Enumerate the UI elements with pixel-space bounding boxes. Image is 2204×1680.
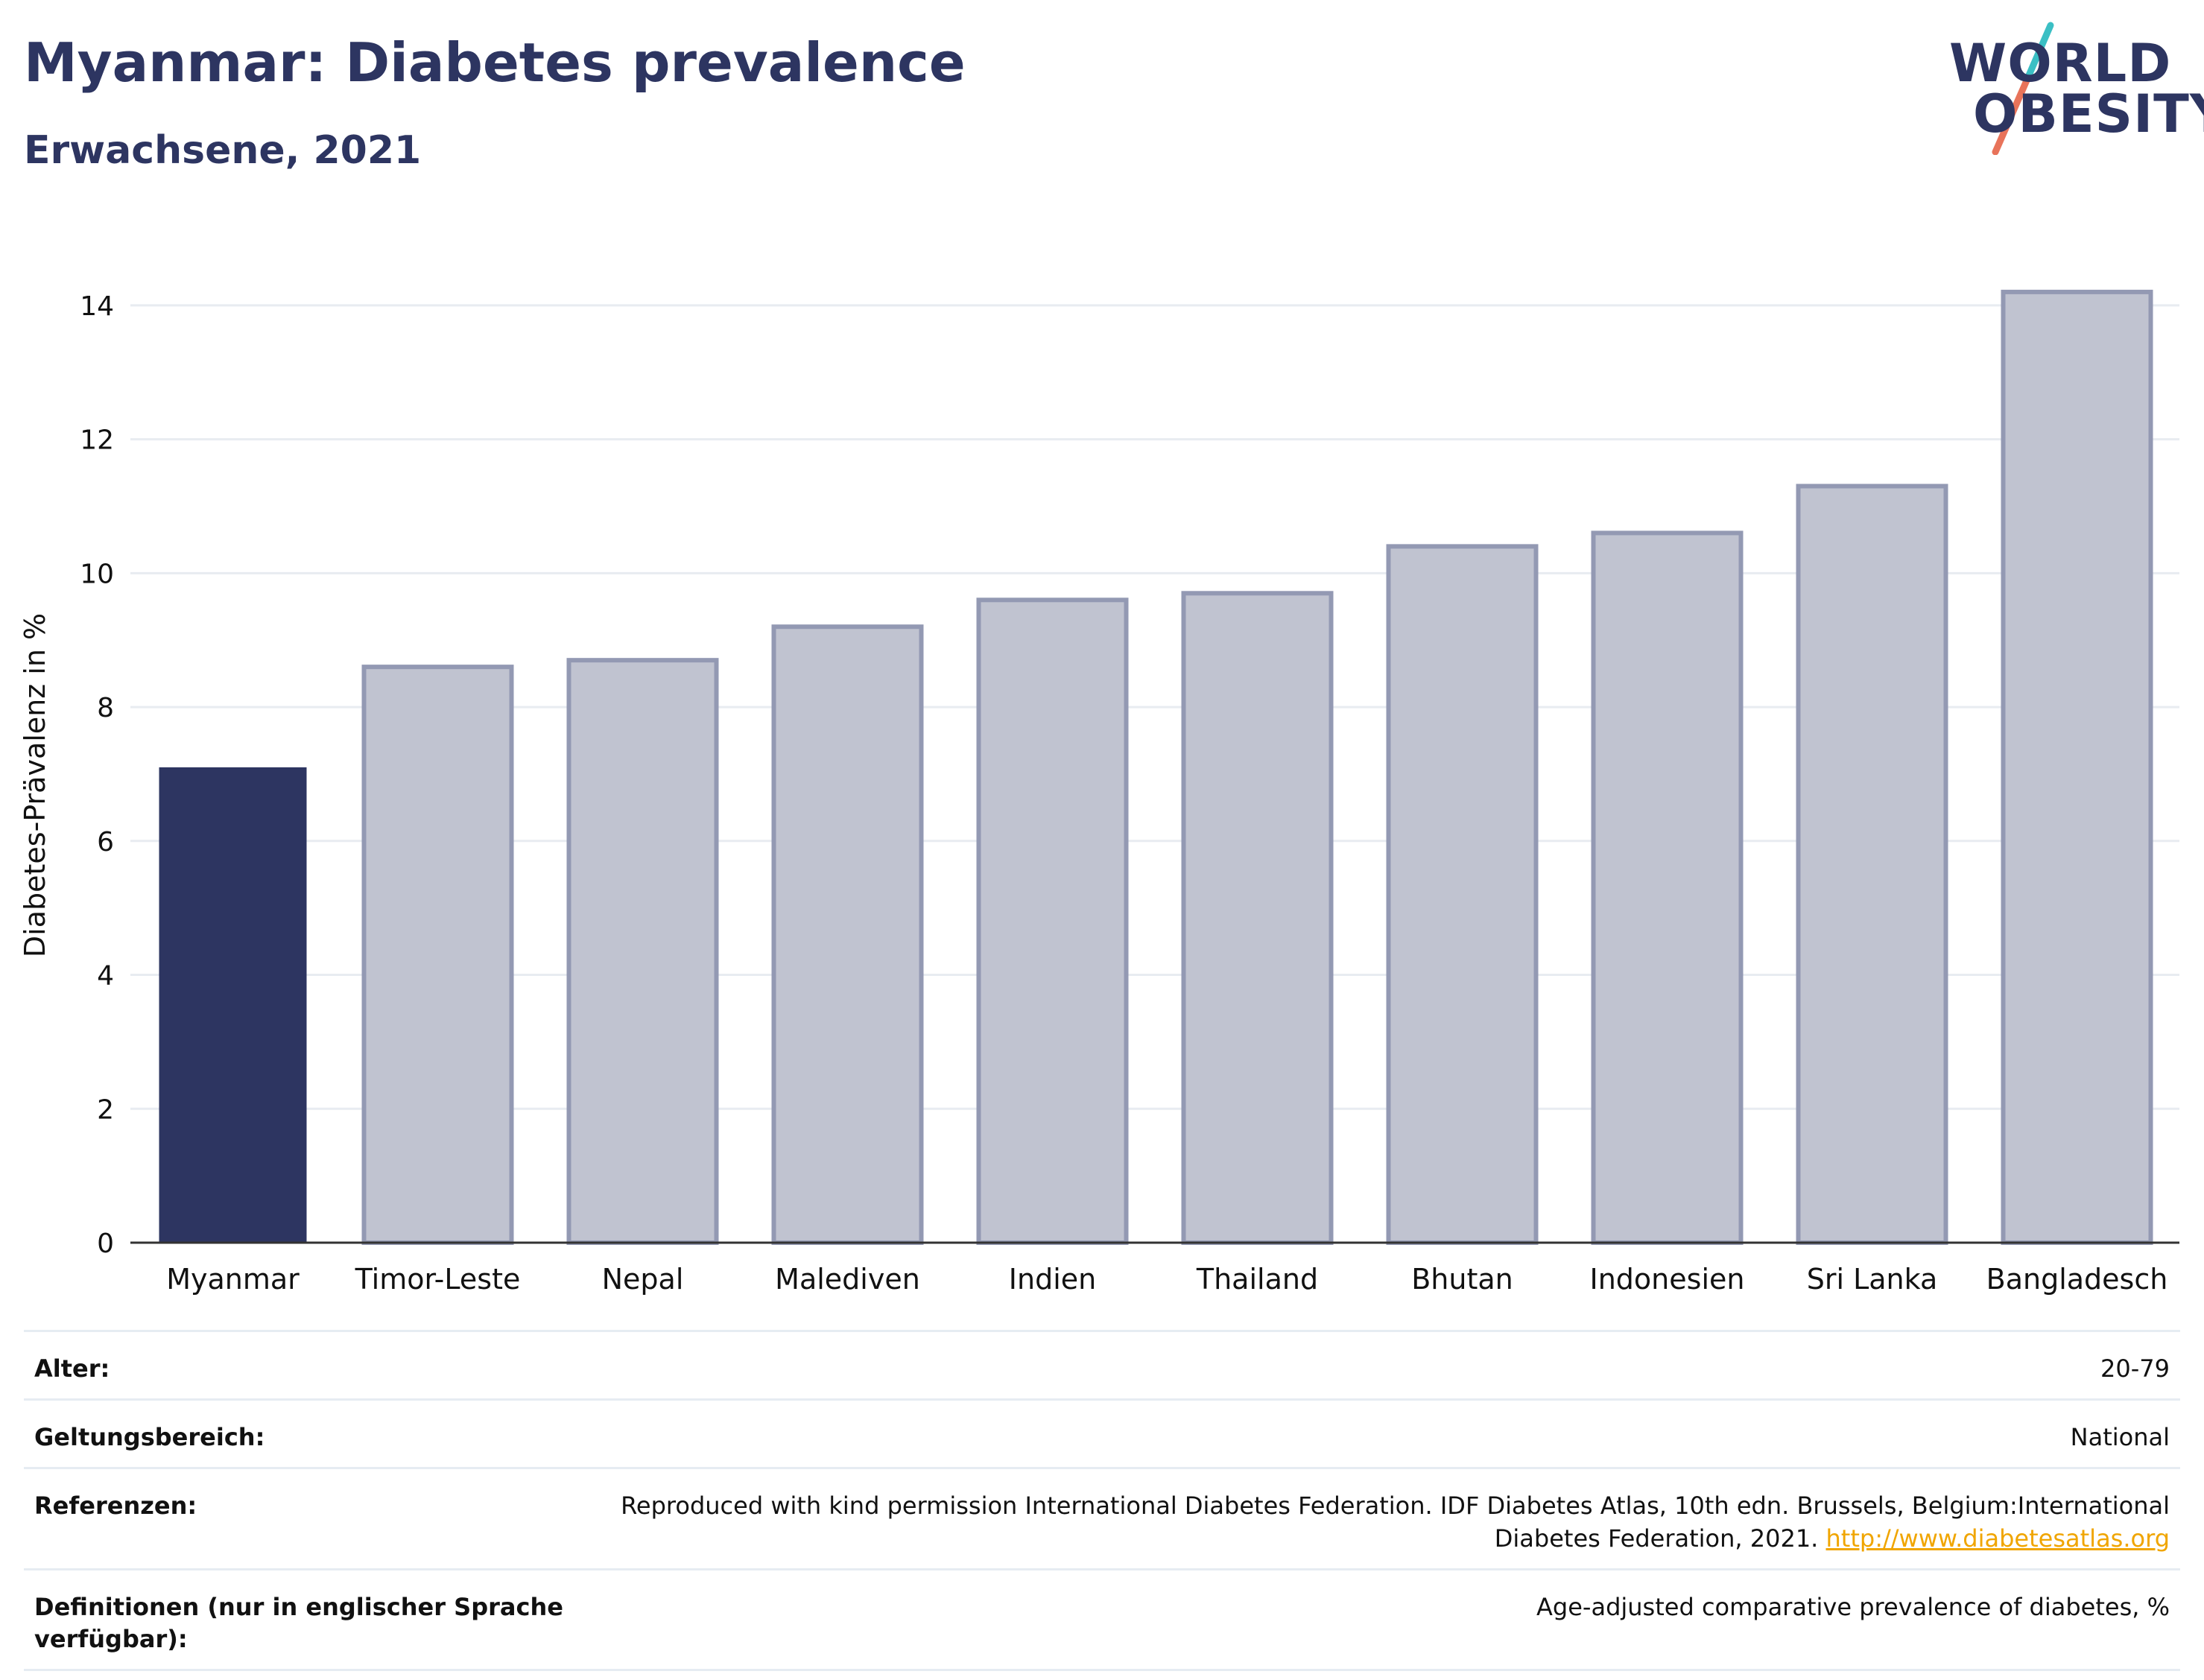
- chart-subtitle: Erwachsene, 2021: [24, 128, 422, 173]
- meta-label-references: Referenzen:: [34, 1492, 197, 1521]
- x-tick-label: Indien: [1009, 1263, 1096, 1296]
- y-tick-label: 0: [97, 1229, 114, 1259]
- meta-value-scope: National: [2070, 1423, 2170, 1452]
- chart-title: Myanmar: Diabetes prevalence: [24, 31, 966, 94]
- metadata-table: Alter: 20-79 Geltungsbereich: National R…: [24, 1330, 2180, 1672]
- diabetesatlas-link[interactable]: http://www.diabetesatlas.org: [1825, 1524, 2170, 1553]
- x-tick-label: Bangladesch: [1986, 1263, 2168, 1296]
- bar-bangladesch[interactable]: [2001, 289, 2153, 1246]
- bar-indien[interactable]: [976, 597, 1129, 1245]
- y-tick-label: 8: [97, 693, 114, 723]
- logo-word-obesity: OBESITY: [1973, 83, 2204, 145]
- y-tick-label: 10: [80, 559, 114, 589]
- y-tick-label: 6: [97, 827, 114, 858]
- logo-slash-icon: [1992, 22, 2054, 155]
- bar-timor-leste[interactable]: [361, 665, 514, 1245]
- y-tick-label: 14: [80, 291, 114, 322]
- meta-value-definitions: Age-adjusted comparative prevalence of d…: [1536, 1592, 2170, 1621]
- x-tick-label: Thailand: [1196, 1263, 1318, 1296]
- meta-label-scope: Geltungsbereich:: [34, 1423, 265, 1452]
- meta-label-definitions: Definitionen (nur in englischer Sprache …: [34, 1592, 563, 1653]
- axes: 0 2 4 6 8 10 12 14 Myanmar Timor-Leste Nepal Maledi…: [80, 291, 2179, 1296]
- x-tick-label: Indonesien: [1590, 1263, 1745, 1296]
- x-tick-label: Myanmar: [166, 1263, 300, 1296]
- meta-row-references: Referenzen: Reproduced with kind permiss…: [24, 1467, 2180, 1568]
- y-tick-label: 12: [80, 425, 114, 456]
- x-tick-label: Sri Lanka: [1807, 1263, 1938, 1296]
- bar-thailand[interactable]: [1181, 591, 1334, 1245]
- x-tick-label: Bhutan: [1411, 1263, 1513, 1296]
- meta-row-scope: Geltungsbereich: National: [24, 1398, 2180, 1467]
- logo-word-world: WORLD: [1949, 33, 2172, 94]
- bar-malediven[interactable]: [771, 624, 924, 1245]
- bar-nepal[interactable]: [566, 658, 719, 1245]
- world-obesity-logo[interactable]: WORLD OBESITY: [1937, 21, 2204, 155]
- y-tick-label: 4: [97, 961, 114, 992]
- y-tick-label: 2: [97, 1094, 114, 1125]
- bar-bhutan[interactable]: [1386, 544, 1539, 1245]
- references-text: Reproduced with kind permission Internat…: [621, 1492, 2170, 1553]
- x-tick-label: Nepal: [602, 1263, 684, 1296]
- meta-row-definitions: Definitionen (nur in englischer Sprache …: [24, 1568, 2180, 1672]
- bars: [159, 289, 2153, 1246]
- meta-row-age: Alter: 20-79: [24, 1330, 2180, 1398]
- x-tick-label: Malediven: [775, 1263, 920, 1296]
- bar-indonesien[interactable]: [1591, 530, 1744, 1245]
- bar-sri-lanka[interactable]: [1796, 484, 1948, 1245]
- bar-chart: 0 2 4 6 8 10 12 14 Myanmar Timor-Leste Nepal Maledi…: [19, 289, 2179, 1296]
- meta-value-age: 20-79: [2100, 1354, 2170, 1383]
- meta-label-age: Alter:: [34, 1354, 110, 1383]
- bar-myanmar[interactable]: [159, 767, 307, 1243]
- x-tick-label: Timor-Leste: [355, 1263, 521, 1296]
- meta-value-references: Reproduced with kind permission Internat…: [605, 1490, 2170, 1554]
- y-axis-label: Diabetes-Prävalenz in %: [19, 613, 51, 957]
